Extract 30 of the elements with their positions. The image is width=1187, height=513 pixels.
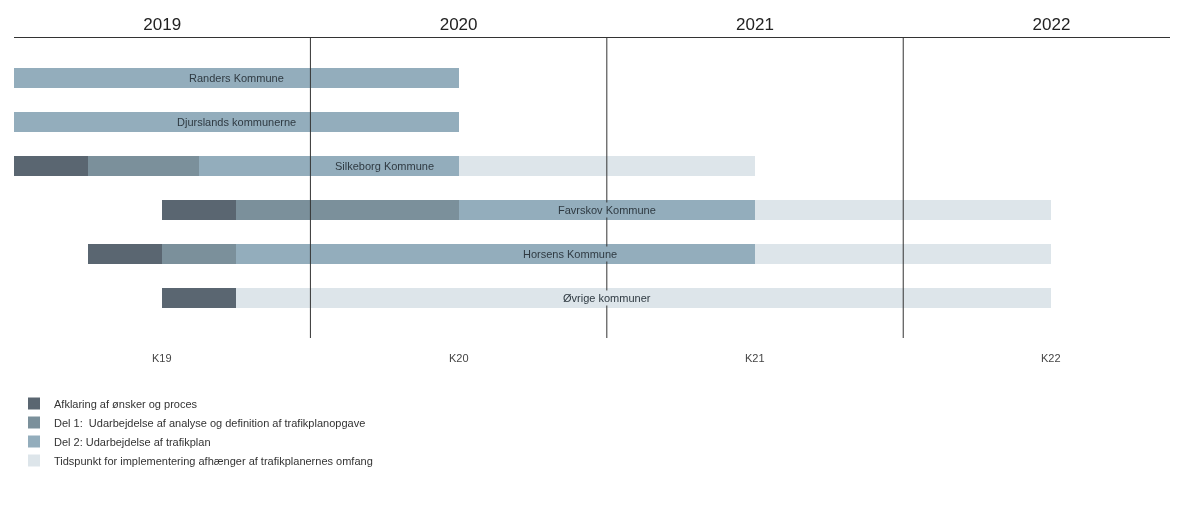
- y-tick-label: Favrskov Kommune: [558, 204, 656, 216]
- text: K21: [745, 352, 765, 364]
- text: K20: [449, 352, 469, 364]
- bar: [236, 200, 459, 220]
- x-tick-label: 2021: [736, 15, 774, 35]
- legend-label: Tidspunkt for implementering afhænger af trafikplanernes omfang: [54, 454, 373, 467]
- x-tick-label: 2022: [1032, 15, 1071, 35]
- text: K19: [152, 352, 172, 364]
- bar: [236, 288, 1052, 309]
- y-tick-label: Silkeborg Kommune: [335, 160, 435, 172]
- legend-label: Del 2: Udarbejdelse af trafikplan: [54, 435, 211, 448]
- y-tick-label: Øvrige kommuner: [563, 292, 651, 304]
- y-tick-label: Djurslands kommunerne: [177, 116, 297, 128]
- bar: [162, 244, 237, 265]
- bar: [755, 244, 1052, 265]
- bar: [236, 244, 756, 265]
- bar: [14, 156, 89, 176]
- legend-label: Del 1: Udarbejdelse af analyse og definition af trafikplanopgave: [54, 416, 366, 429]
- y-tick-label: Horsens Kommune: [523, 248, 618, 260]
- bar: [458, 156, 756, 176]
- bar: [162, 288, 237, 309]
- x-tick-label: 2019: [143, 15, 182, 35]
- bar: [88, 244, 163, 265]
- legend-label: Afklaring af ønsker og proces: [54, 397, 198, 410]
- text: K22: [1041, 352, 1061, 364]
- bar: [88, 156, 200, 176]
- x-tick-label: 2020: [439, 15, 478, 35]
- bar: [755, 200, 1052, 220]
- bar: [162, 200, 237, 220]
- y-tick-label: Randers Kommune: [189, 72, 284, 84]
